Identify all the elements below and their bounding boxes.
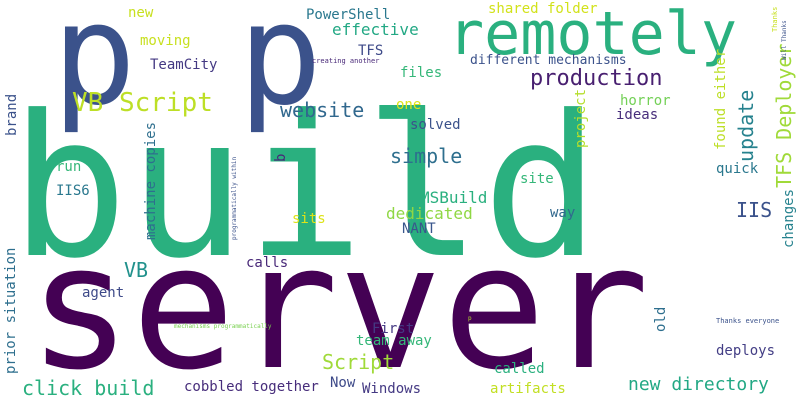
word-website: website bbox=[280, 98, 365, 122]
word-now: Now bbox=[330, 375, 356, 391]
word-dedicated: dedicated bbox=[386, 204, 473, 223]
word-msbuild: MSBuild bbox=[420, 188, 488, 207]
word-vb-script: VB Script bbox=[72, 88, 213, 118]
word-deploys: deploys bbox=[716, 343, 776, 359]
word-solved: solved bbox=[410, 117, 461, 133]
word-agent: agent bbox=[82, 285, 125, 301]
word-update: update bbox=[734, 89, 758, 162]
word-simple: simple bbox=[390, 144, 463, 168]
word-nant: NANT bbox=[402, 221, 436, 237]
word-team-away: team away bbox=[356, 333, 432, 349]
word-sits: sits bbox=[292, 211, 326, 227]
word-programmatically-within: programmatically within bbox=[231, 156, 238, 240]
word-quick: quick bbox=[716, 161, 759, 177]
word-vb: VB bbox=[124, 258, 149, 282]
word-build: build bbox=[10, 74, 601, 302]
word-mechanisms-programmatically: mechanisms programmatically bbox=[174, 323, 272, 330]
word-site: site bbox=[520, 171, 554, 187]
word-cobbled-together: cobbled together bbox=[184, 379, 319, 395]
word-horror: horror bbox=[620, 93, 671, 109]
word-server: server bbox=[28, 207, 650, 400]
word-powershell: PowerShell bbox=[306, 7, 391, 23]
word-script: Script bbox=[322, 350, 395, 374]
word-click-build: click build bbox=[22, 376, 155, 400]
word-remotely: remotely bbox=[448, 0, 737, 69]
word-run: run bbox=[56, 159, 82, 175]
word-tfs: TFS bbox=[358, 43, 384, 59]
word-thanks: Thanks bbox=[771, 6, 779, 32]
word-shared-folder: shared folder bbox=[488, 1, 598, 17]
word-files: files bbox=[400, 65, 443, 81]
word-machine-copies: machine copies bbox=[143, 121, 159, 240]
word-b: b bbox=[273, 153, 289, 162]
word-different-mechanisms: different mechanisms bbox=[470, 53, 627, 68]
word-production: production bbox=[530, 66, 663, 91]
word-creating-another: creating another bbox=[312, 57, 380, 65]
word-p: p bbox=[238, 0, 323, 137]
word-called: called bbox=[494, 361, 545, 377]
word-p: p bbox=[468, 315, 472, 322]
word-one: one bbox=[396, 97, 422, 113]
word-thanks-everyone: Thanks everyone bbox=[716, 317, 780, 325]
word-changes: changes bbox=[781, 188, 797, 248]
word-found-either: found either bbox=[713, 48, 729, 150]
word-tfs-deployer: TFS Deployer bbox=[772, 43, 796, 189]
word-iis: IIS bbox=[736, 198, 773, 222]
word-new: new bbox=[128, 5, 154, 21]
word-p: p bbox=[52, 0, 137, 137]
word-project: project bbox=[573, 88, 589, 148]
word-moving: moving bbox=[140, 33, 191, 49]
word-ideas: ideas bbox=[616, 107, 659, 123]
word-effective: effective bbox=[332, 20, 419, 39]
word-calls: calls bbox=[246, 255, 289, 271]
word-windows: Windows bbox=[362, 381, 422, 397]
word-way: way bbox=[550, 205, 576, 221]
word-brand: brand bbox=[4, 93, 20, 136]
word-old: old bbox=[653, 306, 669, 332]
word-first: First bbox=[372, 321, 415, 337]
word-teamcity: TeamCity bbox=[150, 57, 218, 73]
word-iis6: IIS6 bbox=[56, 183, 90, 199]
word-will-thanks: Will Thanks bbox=[781, 20, 788, 60]
word-new-directory: new directory bbox=[628, 374, 769, 395]
word-prior-situation: prior situation bbox=[3, 247, 19, 374]
word-artifacts: artifacts bbox=[490, 381, 566, 397]
